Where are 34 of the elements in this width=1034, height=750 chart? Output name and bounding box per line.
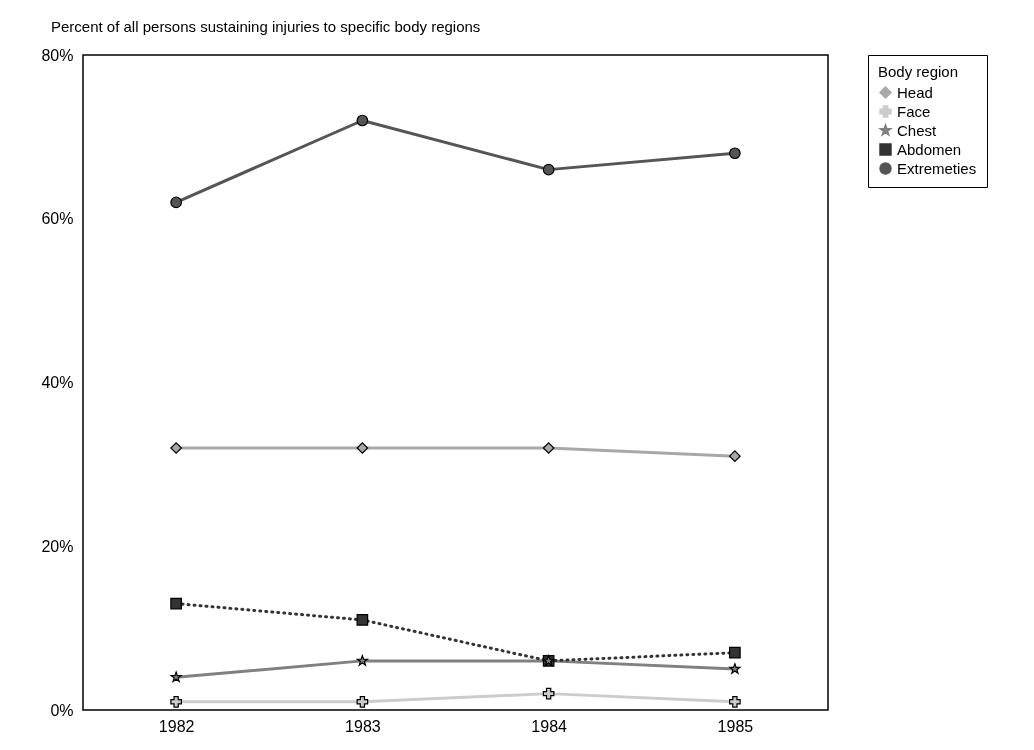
point — [542, 687, 555, 700]
point — [356, 114, 369, 127]
point — [356, 655, 368, 666]
legend-label: Face — [897, 102, 931, 120]
point — [542, 163, 555, 176]
x-tick-label: 1984 — [531, 717, 568, 735]
point — [542, 442, 555, 454]
y-tick-label: 0% — [50, 701, 74, 719]
point — [170, 442, 182, 454]
point — [356, 442, 369, 454]
y-tick-label: 40% — [41, 374, 74, 391]
point — [356, 695, 369, 708]
point — [170, 597, 182, 610]
point — [170, 671, 182, 683]
legend-label: Extremeties — [897, 159, 977, 177]
chart-title: Percent of all persons sustaining injuries to specific body regions — [50, 18, 481, 35]
legend-label: Abdomen — [897, 140, 962, 158]
x-tick-label: 1982 — [158, 717, 195, 735]
point — [356, 614, 369, 626]
x-tick-label: 1983 — [345, 717, 381, 735]
point — [170, 196, 182, 209]
point — [729, 147, 741, 160]
y-tick-label: 60% — [41, 210, 74, 228]
legend-label: Head — [897, 83, 933, 101]
y-tick-label: 20% — [41, 537, 74, 555]
point — [729, 695, 741, 708]
legend-label: Chest — [897, 121, 938, 139]
point — [729, 663, 741, 674]
point — [729, 646, 741, 659]
legend-title: Body region — [878, 63, 959, 80]
point — [170, 695, 182, 708]
x-tick-label: 1985 — [717, 717, 754, 735]
y-tick-label: 80% — [41, 46, 74, 64]
point — [729, 450, 741, 463]
